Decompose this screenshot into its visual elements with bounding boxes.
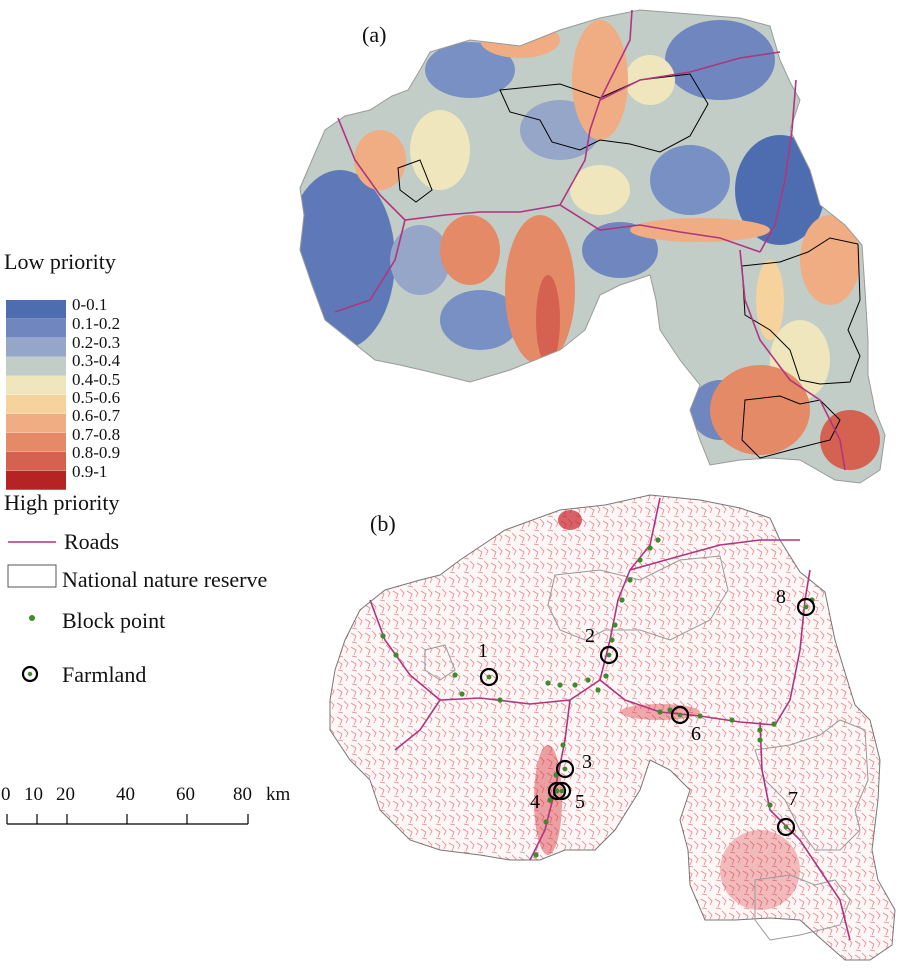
farmland-site-7: [776, 817, 796, 837]
ramp-class-4: [6, 357, 66, 376]
ramp-label-8: 0.7-0.8: [72, 425, 121, 444]
ramp-label-10: 0.9-1: [72, 462, 108, 481]
reserve-legend-box: [7, 564, 57, 588]
site-label-3: 3: [582, 751, 592, 773]
roads-legend-label: Roads: [64, 529, 119, 554]
ramp-label-6: 0.5-0.6: [72, 388, 121, 407]
site-label-8: 8: [776, 586, 786, 608]
reserves-b: [424, 555, 869, 941]
ramp-class-2: [6, 319, 66, 338]
ramp-class-7: [6, 414, 66, 433]
scale-tick-20: 20: [56, 784, 75, 805]
ramp-class-8: [6, 433, 66, 452]
ramp-label-5: 0.4-0.5: [72, 370, 121, 389]
block-points: [380, 537, 815, 858]
ramp-class-9: [6, 452, 66, 471]
ramp-label-9: 0.8-0.9: [72, 443, 121, 462]
farmland-sites: [479, 597, 816, 837]
farmland-site-1: [479, 667, 499, 687]
scale-tick-0: 0: [1, 784, 11, 805]
priority-points-b: [330, 495, 895, 960]
farmland-legend-icon: [21, 665, 39, 683]
site-label-2: 2: [585, 625, 595, 647]
ramp-label-3: 0.2-0.3: [72, 333, 121, 352]
scale-tick-60: 60: [176, 784, 195, 805]
site-labels: 1 2 3 4 5 6 7 8: [478, 586, 798, 813]
ramp-class-1: [6, 300, 66, 319]
ramp-label-1: 0-0.1: [72, 295, 108, 314]
farmland-site-2: [599, 645, 619, 665]
legend-high-priority: High priority: [4, 490, 120, 515]
site-label-1: 1: [478, 640, 488, 662]
site-label-7: 7: [788, 788, 798, 810]
ramp-class-3: [6, 338, 66, 357]
ramp-class-6: [6, 395, 66, 414]
ramp-class-10: [6, 471, 66, 490]
roads-a: [334, 9, 846, 471]
legend-symbols: [7, 541, 57, 683]
block-point-legend-icon: [29, 615, 35, 621]
site-label-4: 4: [530, 791, 540, 813]
scale-tick-10: 10: [24, 784, 43, 805]
panel-a-label: (a): [362, 22, 387, 47]
ramp-label-7: 0.6-0.7: [72, 406, 121, 425]
farmland-site-4: [547, 781, 567, 801]
site-label-6: 6: [691, 723, 701, 745]
farmland-site-6: [670, 705, 690, 725]
reserve-legend-label: National nature reserve: [62, 567, 268, 592]
site-label-5: 5: [575, 791, 585, 813]
farmland-site-5: [552, 781, 572, 801]
farmland-site-3: [555, 759, 575, 779]
farmland-legend-label: Farmland: [62, 662, 147, 687]
block-point-legend-label: Block point: [62, 608, 166, 633]
priority-color-ramp: [6, 300, 66, 490]
legend-low-priority: Low priority: [4, 249, 116, 274]
scale-unit: km: [266, 784, 291, 805]
panel-b-label: (b): [370, 511, 396, 536]
scale-bar: 0 10 20 40 60 80 km: [0, 780, 320, 830]
farmland-site-8: [796, 597, 816, 617]
ramp-label-2: 0.1-0.2: [72, 314, 121, 333]
ramp-label-4: 0.3-0.4: [72, 351, 121, 370]
scale-tick-80: 80: [233, 784, 252, 805]
ramp-class-5: [6, 376, 66, 395]
scale-tick-40: 40: [116, 784, 135, 805]
